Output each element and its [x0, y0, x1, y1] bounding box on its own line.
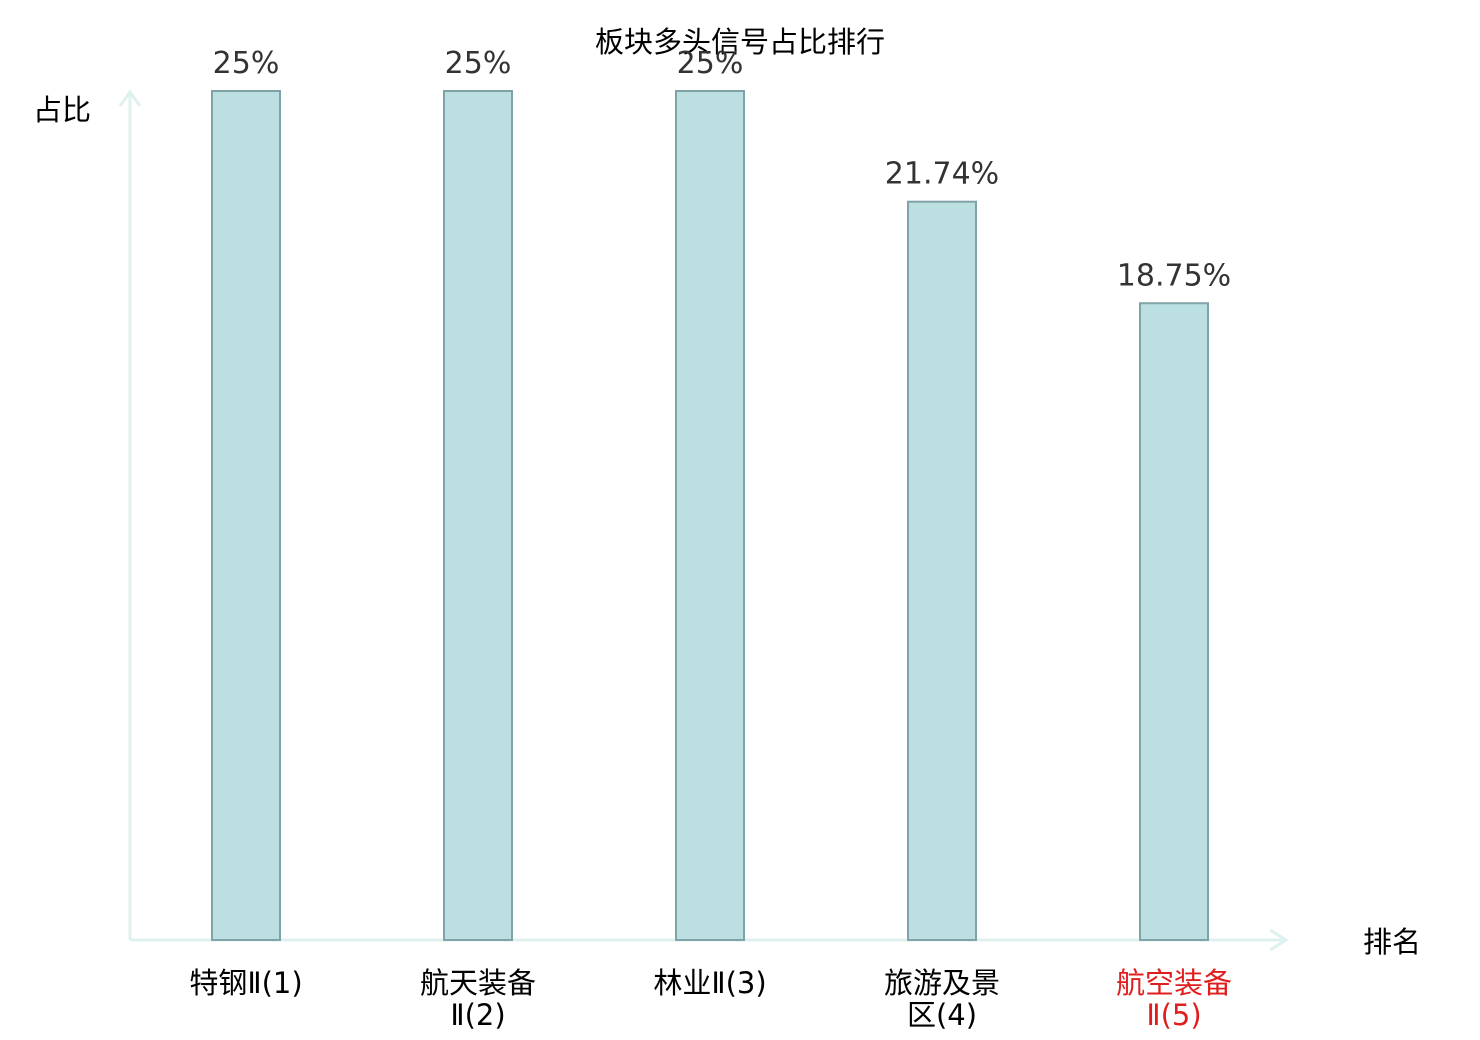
x-tick-label-3-line-1: 林业Ⅱ(3): [653, 966, 766, 1000]
chart-title: 板块多头信号占比排行: [595, 25, 885, 59]
x-tick-label-3: 林业Ⅱ(3): [653, 966, 766, 1000]
x-axis-label: 排名: [1363, 925, 1421, 959]
x-tick-label-5-line-2: Ⅱ(5): [1146, 998, 1201, 1032]
x-tick-label-5-line-1: 航空装备: [1116, 966, 1232, 1000]
x-tick-label-2-line-1: 航天装备: [420, 966, 536, 1000]
value-label-4: 21.74%: [885, 157, 999, 192]
x-tick-label-1: 特钢Ⅱ(1): [189, 966, 302, 1000]
x-axis-arrow: [1269, 928, 1289, 952]
value-label-5: 18.75%: [1117, 258, 1231, 293]
x-tick-label-4-line-1: 旅游及景: [884, 966, 1000, 1000]
x-tick-label-5: 航空装备 Ⅱ(5): [1116, 966, 1232, 1032]
value-label-2: 25%: [445, 46, 512, 81]
x-tick-label-2: 航天装备 Ⅱ(2): [420, 966, 536, 1032]
y-axis-arrow: [118, 89, 142, 107]
y-axis-label: 占比: [33, 93, 91, 127]
value-labels-group: 25% 25% 25% 21.74% 18.75%: [213, 46, 1232, 293]
value-label-1: 25%: [213, 46, 280, 81]
x-tick-label-2-line-2: Ⅱ(2): [450, 998, 505, 1032]
bar-1: [211, 90, 281, 941]
x-tick-label-4: 旅游及景区(4): [884, 966, 1000, 1032]
bar-3: [675, 90, 745, 941]
y-axis: [118, 89, 142, 940]
x-tick-label-4-line-2: 区(4): [907, 998, 977, 1032]
bar-2: [443, 90, 513, 941]
bars-group: [211, 90, 1209, 941]
x-tick-labels-group: 特钢Ⅱ(1) 航天装备 Ⅱ(2) 林业Ⅱ(3) 旅游及景区(4) 航空装备 Ⅱ(5): [189, 966, 1232, 1032]
x-tick-label-1-line-1: 特钢Ⅱ(1): [189, 966, 302, 1000]
bar-5: [1139, 302, 1209, 941]
bar-4: [907, 200, 977, 941]
value-label-3: 25%: [677, 46, 744, 81]
